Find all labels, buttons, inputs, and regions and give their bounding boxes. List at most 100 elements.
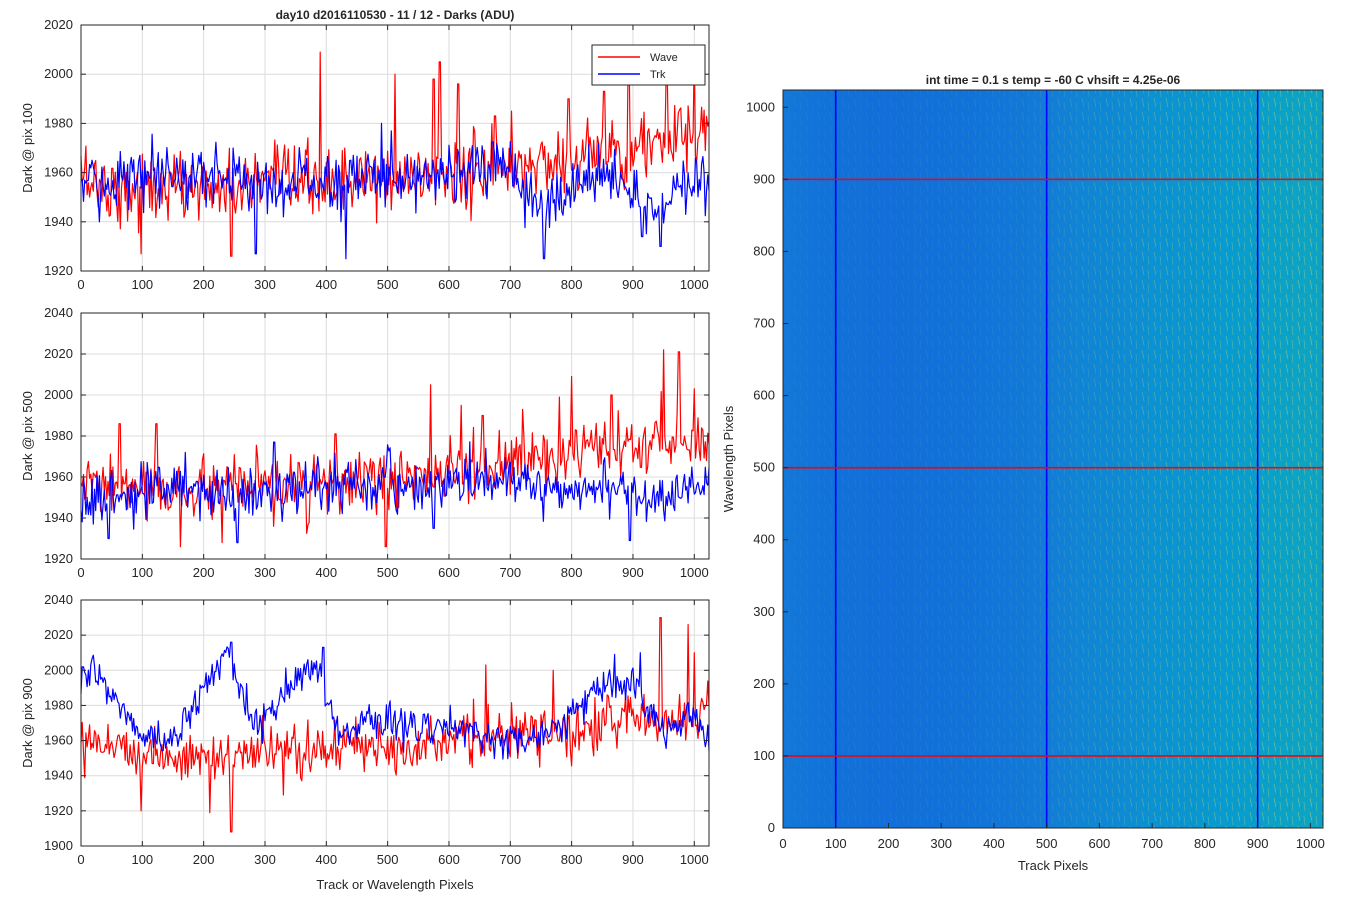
- plot-frame: [80, 599, 710, 847]
- y-axis-label: Wavelength Pixels: [721, 405, 736, 512]
- y-tick-label: 700: [753, 316, 775, 331]
- series-line-trk: [80, 441, 710, 544]
- y-tick-label: 1940: [44, 768, 73, 783]
- y-tick-label: 300: [753, 604, 775, 619]
- y-axis-label: Dark @ pix 100: [20, 103, 35, 193]
- y-tick-label: 1900: [44, 838, 73, 853]
- y-tick-label: 1960: [44, 165, 73, 180]
- series-layer: [80, 51, 710, 260]
- y-tick-label: 2020: [44, 346, 73, 361]
- y-tick-label: 200: [753, 676, 775, 691]
- y-tick-label: 400: [753, 532, 775, 547]
- y-tick-label: 2040: [44, 592, 73, 607]
- x-tick-label: 600: [1089, 836, 1111, 851]
- y-tick-label: 2020: [44, 627, 73, 642]
- x-tick-label: 400: [315, 565, 337, 580]
- x-tick-label: 900: [622, 277, 644, 292]
- x-tick-label: 400: [983, 836, 1005, 851]
- x-tick-label: 700: [499, 565, 521, 580]
- heatmap-panel: 0 100 200 300 400 500 600 700 800 900 1000 0 100 200 3…: [721, 73, 1325, 873]
- y-tick-label: 2020: [44, 17, 73, 32]
- legend-label-wave: Wave: [650, 52, 678, 64]
- y-tick-label: 1920: [44, 803, 73, 818]
- x-tick-label: 100: [131, 277, 153, 292]
- x-axis-label: Track Pixels: [1018, 858, 1089, 873]
- plot-frame: [80, 24, 710, 272]
- x-tick-label: 600: [438, 277, 460, 292]
- overlay-lines: [783, 90, 1323, 828]
- y-tick-label: 1920: [44, 551, 73, 566]
- x-tick-label: 400: [315, 852, 337, 867]
- x-tick-label: 200: [193, 277, 215, 292]
- x-tick-label: 0: [77, 565, 84, 580]
- y-tick-label: 2000: [44, 66, 73, 81]
- x-tick-label: 900: [622, 852, 644, 867]
- y-tick-label: 2040: [44, 305, 73, 320]
- x-tick-label: 300: [254, 565, 276, 580]
- x-tick-label: 800: [561, 852, 583, 867]
- x-tick-label: 100: [131, 852, 153, 867]
- y-tick-label: 600: [753, 388, 775, 403]
- y-tick-label: 1940: [44, 214, 73, 229]
- x-tick-label: 1000: [1296, 836, 1325, 851]
- heatmap-title: int time = 0.1 s temp = -60 C vhsift = 4…: [926, 73, 1181, 87]
- y-tick-label: 1960: [44, 469, 73, 484]
- x-tick-label: 800: [561, 565, 583, 580]
- y-tick-label: 1940: [44, 510, 73, 525]
- y-tick-label: 500: [753, 460, 775, 475]
- series-line-wave: [80, 349, 710, 548]
- y-tick-label: 100: [753, 748, 775, 763]
- chart-panel-pix-900: 0 100 200 300 400 500 600 700 800 900 1000 1900 1920…: [20, 592, 710, 892]
- x-tick-label: 200: [193, 852, 215, 867]
- x-tick-label: 800: [1194, 836, 1216, 851]
- ticks: 0 100 200 300 400 500 600 700 800 900 1000 1920 1940…: [44, 17, 709, 292]
- y-tick-label: 1980: [44, 428, 73, 443]
- legend-box: [591, 44, 706, 86]
- x-axis-label: Track or Wavelength Pixels: [316, 877, 474, 892]
- plot-frame: [782, 89, 1324, 829]
- x-tick-label: 900: [622, 565, 644, 580]
- x-tick-label: 700: [499, 852, 521, 867]
- y-tick-label: 1960: [44, 733, 73, 748]
- series-layer: [80, 616, 710, 833]
- x-tick-label: 600: [438, 852, 460, 867]
- y-tick-label: 2000: [44, 387, 73, 402]
- x-tick-label: 1000: [680, 565, 709, 580]
- series-layer: [80, 349, 710, 548]
- y-tick-label: 2000: [44, 662, 73, 677]
- x-tick-label: 300: [254, 277, 276, 292]
- x-tick-label: 100: [131, 565, 153, 580]
- legend: Wave Trk: [591, 44, 706, 86]
- x-tick-label: 600: [438, 565, 460, 580]
- chart-title: day10 d2016110530 - 11 / 12 - Darks (ADU…: [276, 8, 515, 22]
- ticks: 0 100 200 300 400 500 600 700 800 900 1000 1920 1940…: [44, 305, 709, 580]
- x-tick-label: 200: [193, 565, 215, 580]
- x-tick-label: 500: [377, 277, 399, 292]
- x-tick-label: 500: [377, 852, 399, 867]
- y-tick-label: 800: [753, 243, 775, 258]
- x-tick-label: 400: [315, 277, 337, 292]
- series-line-trk: [80, 122, 710, 260]
- x-tick-label: 500: [1036, 836, 1058, 851]
- y-tick-label: 1980: [44, 697, 73, 712]
- x-tick-label: 700: [499, 277, 521, 292]
- x-tick-label: 1000: [680, 852, 709, 867]
- x-tick-label: 0: [779, 836, 786, 851]
- ticks: 0 100 200 300 400 500 600 700 800 900 1000 1900 1920…: [44, 592, 709, 867]
- y-tick-label: 1920: [44, 263, 73, 278]
- x-tick-label: 700: [1141, 836, 1163, 851]
- x-tick-label: 300: [930, 836, 952, 851]
- chart-panel-pix-500: 0 100 200 300 400 500 600 700 800 900 1000 1920 1940…: [20, 305, 710, 580]
- x-tick-label: 200: [878, 836, 900, 851]
- series-line-wave: [80, 616, 710, 833]
- ticks: 0 100 200 300 400 500 600 700 800 900 1000 0 100 200 3…: [746, 99, 1325, 851]
- x-tick-label: 1000: [680, 277, 709, 292]
- x-tick-label: 100: [825, 836, 847, 851]
- x-tick-label: 300: [254, 852, 276, 867]
- x-tick-label: 500: [377, 565, 399, 580]
- legend-label-trk: Trk: [650, 69, 666, 81]
- y-axis-label: Dark @ pix 900: [20, 678, 35, 768]
- y-tick-label: 1980: [44, 115, 73, 130]
- y-tick-label: 1000: [746, 99, 775, 114]
